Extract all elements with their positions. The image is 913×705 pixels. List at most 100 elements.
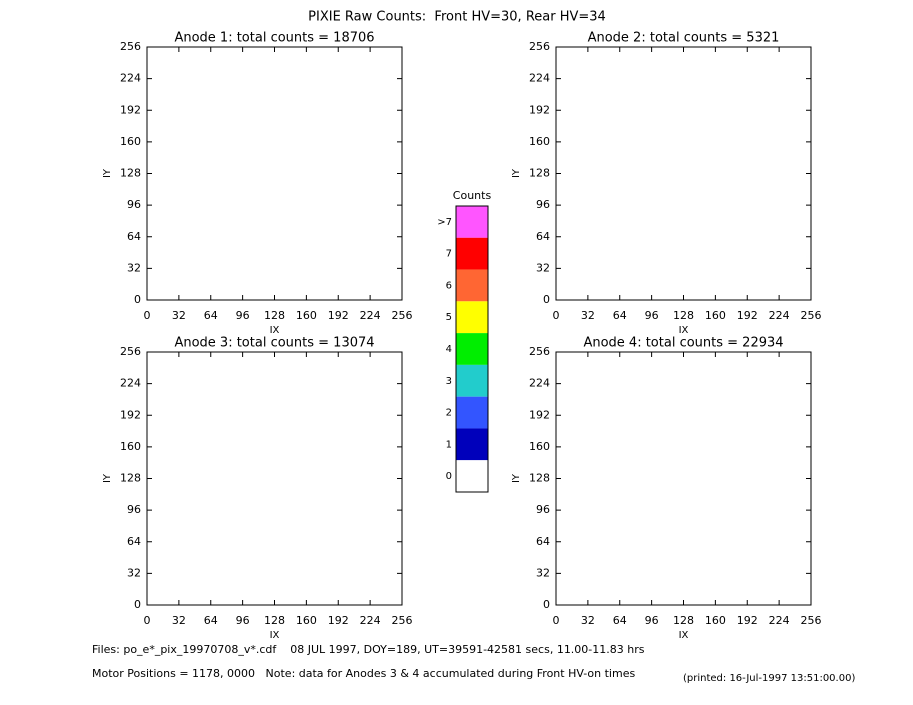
colorbar-label: 6 [446,280,452,291]
colorbar-swatch [456,460,488,492]
y-tick-label: 128 [529,472,550,485]
y-tick-label: 160 [529,135,550,148]
x-tick-label: 224 [360,614,381,627]
colorbar-frame [455,205,489,493]
x-axis-label: IX [270,630,280,641]
y-tick-label: 192 [120,103,141,116]
y-tick-label: 256 [120,40,141,53]
colorbar-label: >7 [437,217,452,228]
y-tick-label: 96 [127,503,141,516]
colorbar-label: 5 [446,312,452,323]
plot-frame [146,351,403,606]
y-tick-label: 128 [120,167,141,180]
x-tick-label: 64 [204,309,218,322]
panel-title: Anode 2: total counts = 5321 [588,31,780,46]
colorbar-label: 1 [446,439,452,450]
y-tick-label: 0 [543,293,550,306]
footer-printed: (printed: 16-Jul-1997 13:51:00.00) [683,673,855,684]
colorbar-swatch [456,364,488,397]
panel-title: Anode 3: total counts = 13074 [174,336,374,351]
x-tick-label: 128 [673,309,694,322]
x-tick-label: 192 [328,614,349,627]
x-tick-label: 224 [360,309,381,322]
colorbar-label: 3 [446,376,452,387]
x-tick-label: 96 [645,614,659,627]
y-tick-label: 192 [529,408,550,421]
y-axis-label: IY [511,168,522,178]
x-tick-label: 64 [613,309,627,322]
colorbar-swatch [456,269,488,302]
x-tick-label: 32 [581,614,595,627]
y-tick-label: 32 [536,566,550,579]
x-tick-label: 32 [172,614,186,627]
colorbar-label: 4 [446,344,452,355]
panel-title: Anode 4: total counts = 22934 [583,336,783,351]
footer-files: Files: po_e*_pix_19970708_v*.cdf 08 JUL … [92,643,645,656]
x-tick-label: 224 [769,614,790,627]
colorbar-swatch [456,206,488,238]
y-tick-label: 224 [120,377,141,390]
colorbar-swatch [456,396,488,429]
colorbar-label: 0 [446,471,452,482]
plot-frame [146,46,403,301]
colorbar-title: Counts [453,189,492,202]
x-tick-label: 192 [737,309,758,322]
y-tick-label: 128 [529,167,550,180]
x-tick-label: 256 [392,309,413,322]
x-tick-label: 0 [553,614,560,627]
y-tick-label: 224 [120,72,141,85]
x-tick-label: 256 [392,614,413,627]
x-tick-label: 0 [144,309,151,322]
plot-frame [555,46,812,301]
y-axis-label: IY [102,473,113,483]
page-title: PIXIE Raw Counts: Front HV=30, Rear HV=3… [308,10,606,25]
x-tick-label: 160 [705,309,726,322]
x-tick-label: 0 [553,309,560,322]
x-tick-label: 192 [328,309,349,322]
y-tick-label: 32 [127,261,141,274]
y-tick-label: 256 [529,345,550,358]
x-tick-label: 160 [296,309,317,322]
colorbar-label: 7 [446,249,452,260]
x-tick-label: 96 [645,309,659,322]
x-tick-label: 224 [769,309,790,322]
x-tick-label: 160 [705,614,726,627]
colorbar-swatch [456,333,488,365]
x-tick-label: 128 [264,309,285,322]
plot-frame [555,351,812,606]
x-tick-label: 32 [172,309,186,322]
y-tick-label: 192 [120,408,141,421]
x-tick-label: 160 [296,614,317,627]
y-tick-label: 256 [529,40,550,53]
colorbar-swatch [456,428,488,461]
y-tick-label: 64 [127,230,141,243]
x-tick-label: 0 [144,614,151,627]
y-tick-label: 0 [543,598,550,611]
y-tick-label: 96 [127,198,141,211]
x-tick-label: 256 [801,614,822,627]
y-tick-label: 0 [134,293,141,306]
x-tick-label: 128 [673,614,694,627]
y-tick-label: 96 [536,198,550,211]
y-axis-label: IY [511,473,522,483]
y-tick-label: 0 [134,598,141,611]
y-tick-label: 32 [127,566,141,579]
x-tick-label: 96 [236,309,250,322]
x-tick-label: 64 [613,614,627,627]
panel-title: Anode 1: total counts = 18706 [174,31,374,46]
y-tick-label: 64 [536,535,550,548]
y-tick-label: 96 [536,503,550,516]
y-tick-label: 224 [529,72,550,85]
y-tick-label: 256 [120,345,141,358]
footer-motor: Motor Positions = 1178, 0000 Note: data … [92,667,635,680]
x-axis-label: IX [270,325,280,336]
colorbar-label: 2 [446,408,452,419]
x-axis-label: IX [679,630,689,641]
y-tick-label: 160 [529,440,550,453]
y-tick-label: 192 [529,103,550,116]
y-tick-label: 160 [120,135,141,148]
y-tick-label: 64 [127,535,141,548]
colorbar-swatch [456,301,488,334]
x-axis-label: IX [679,325,689,336]
